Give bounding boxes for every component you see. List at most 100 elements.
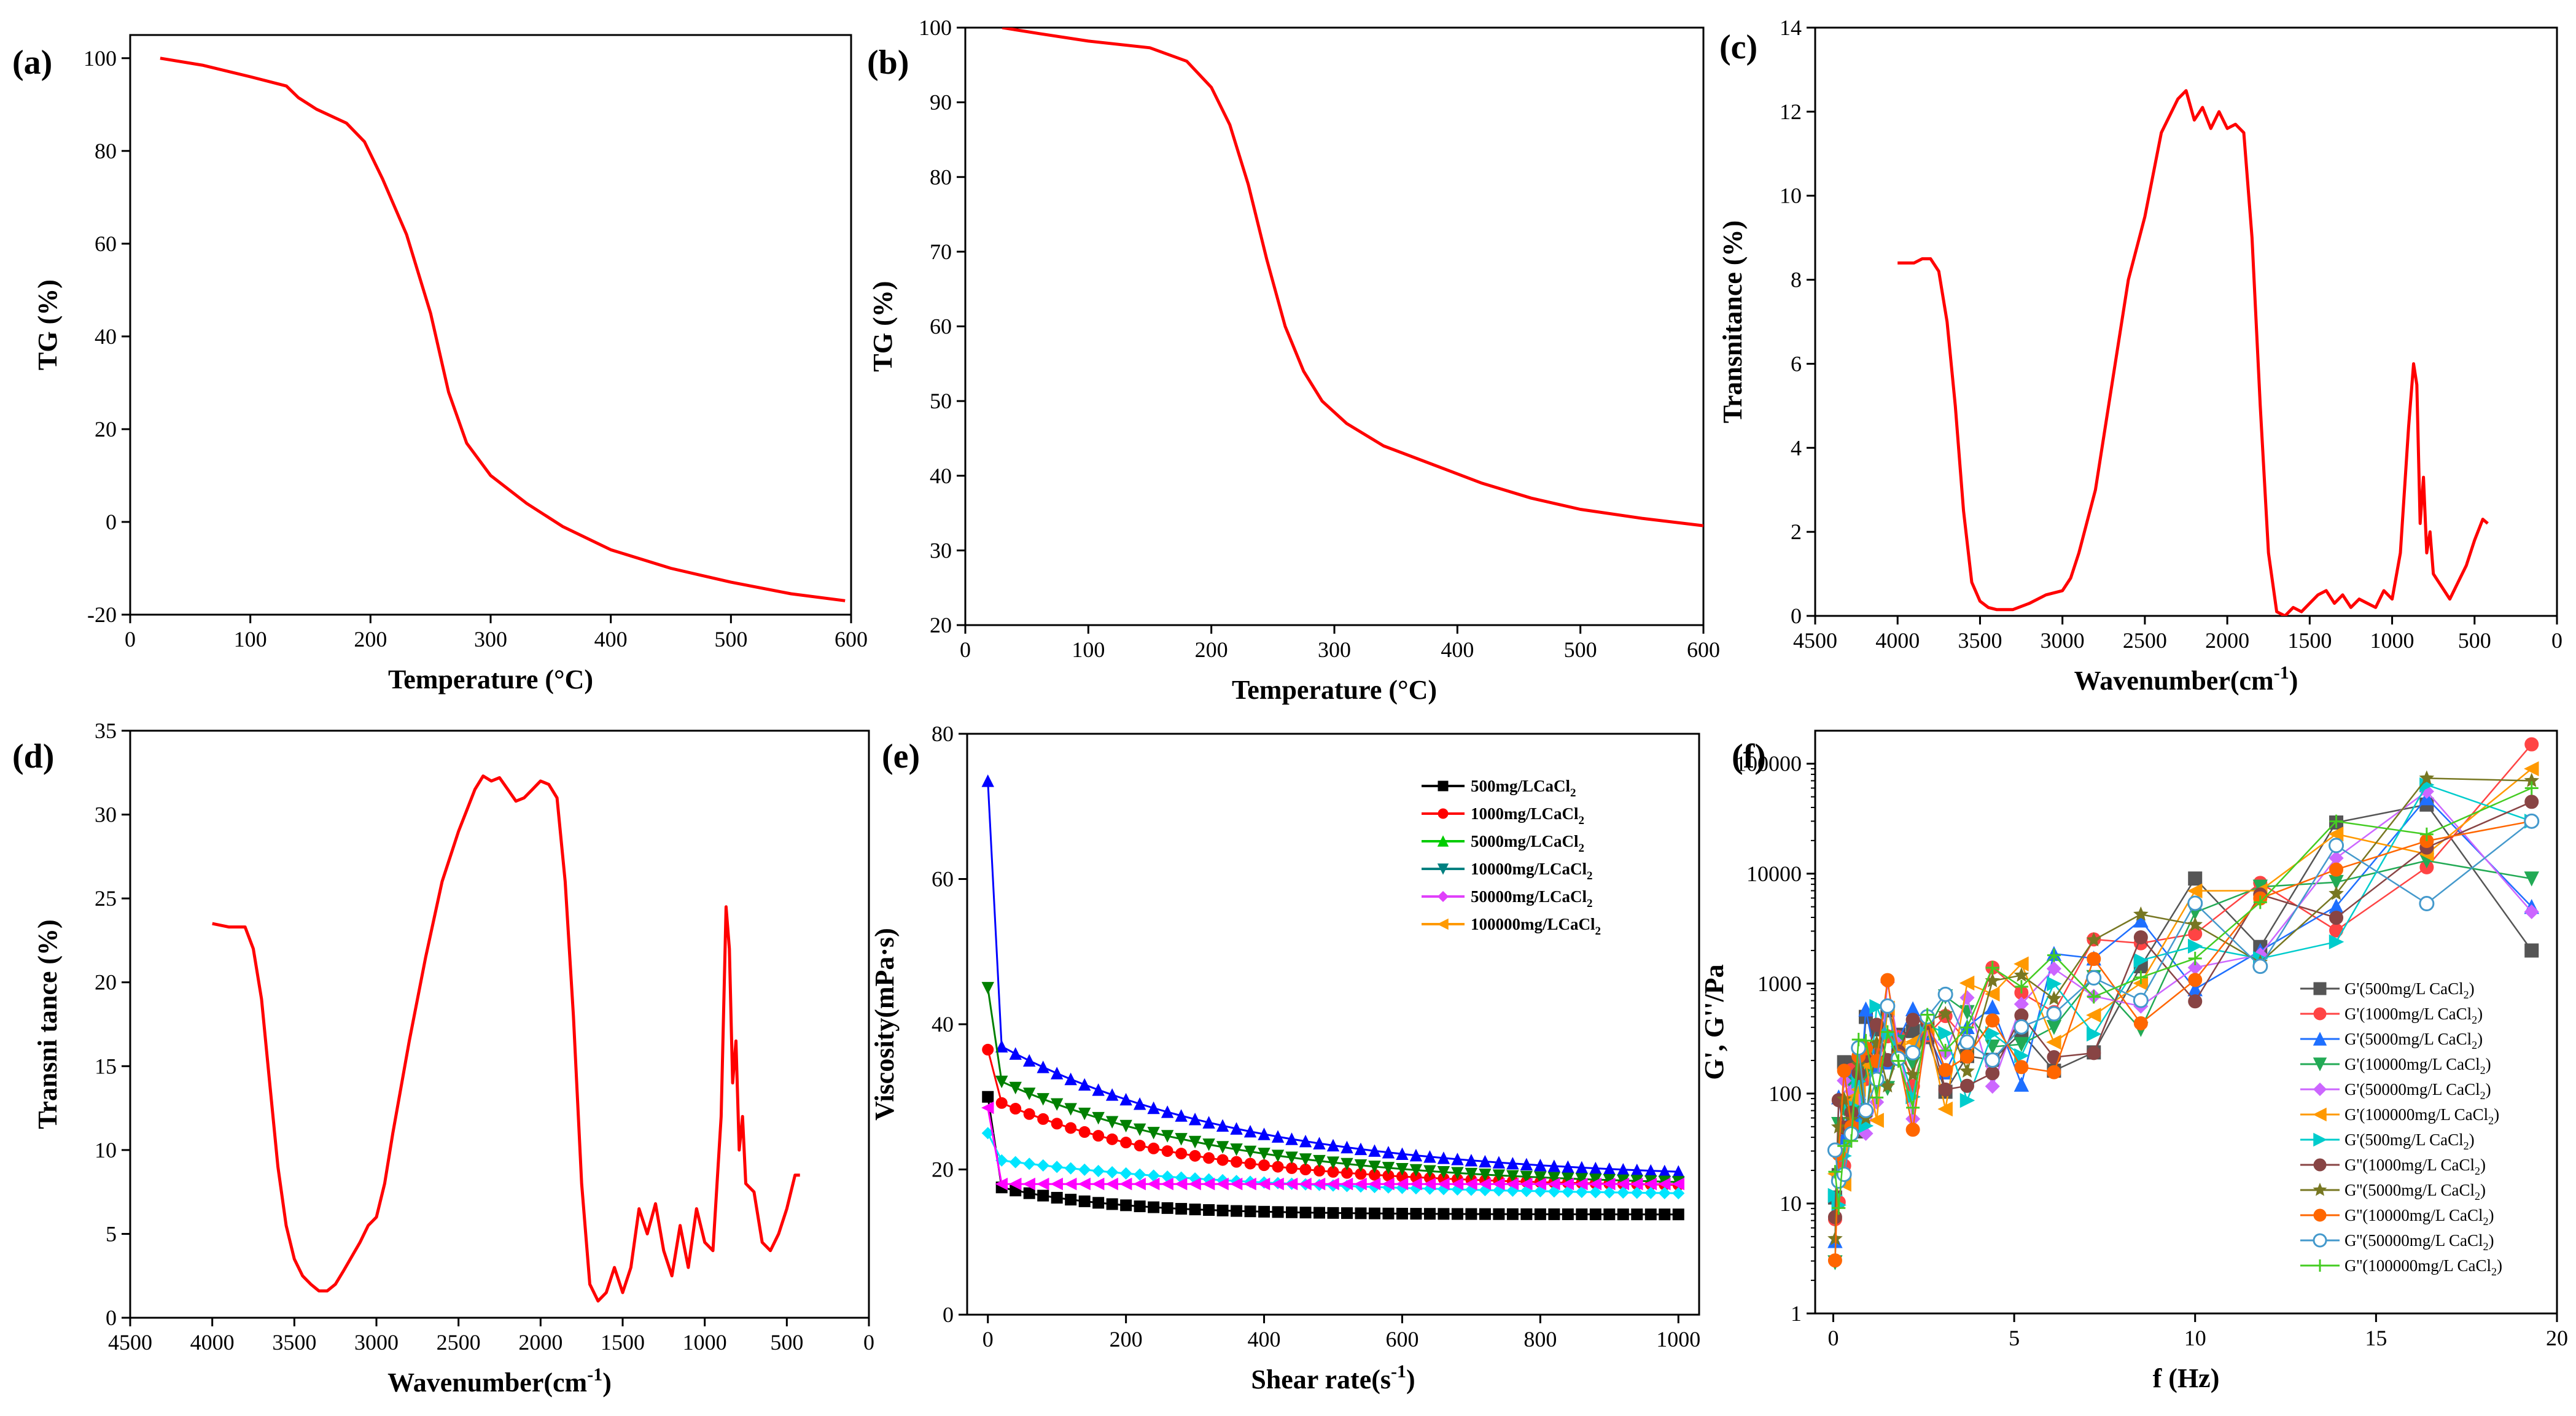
data-marker	[1037, 1060, 1049, 1073]
y-tick-label: 100000	[1735, 752, 1802, 776]
data-marker	[1368, 1161, 1381, 1173]
panel-label: (b)	[867, 44, 909, 82]
legend-sub: 2	[2480, 1089, 2486, 1102]
legend-end: )	[2477, 1030, 2483, 1048]
series-line	[1897, 89, 2489, 616]
data-marker	[1022, 1054, 1036, 1067]
data-marker	[2313, 1107, 2327, 1122]
data-marker	[1465, 1208, 1477, 1220]
x-tick-label: 800	[1523, 1327, 1557, 1352]
data-marker	[1064, 1072, 1077, 1086]
data-marker	[2313, 1158, 2327, 1172]
data-marker	[1271, 1150, 1285, 1162]
data-marker	[1313, 1137, 1326, 1150]
data-marker	[1134, 1168, 1146, 1181]
x-tick-label: 300	[474, 627, 507, 652]
panel-a: 0 100 200 300 400 500 600 -20 0 20 40 60 80 100 Temper…	[12, 34, 868, 694]
data-marker	[1105, 1177, 1118, 1191]
data-marker	[1188, 1113, 1202, 1126]
data-marker	[1299, 1207, 1312, 1219]
data-marker	[1562, 1185, 1574, 1198]
legend-sub: 2	[2480, 1064, 2486, 1076]
y-tick-label: 50	[930, 389, 952, 413]
data-marker	[1562, 1160, 1574, 1173]
data-marker	[1286, 1162, 1298, 1174]
x-tick-label: 3000	[2041, 628, 2085, 653]
y-tick-label: 80	[932, 722, 954, 746]
y-axis-label: Transni tance (%)	[33, 919, 63, 1129]
data-marker	[2329, 934, 2344, 950]
data-marker	[1229, 1177, 1243, 1191]
data-marker	[1037, 1177, 1049, 1191]
data-marker	[1175, 1109, 1188, 1122]
data-marker	[1037, 1093, 1049, 1106]
y-tick-label: 15	[95, 1054, 117, 1078]
data-marker	[1272, 1206, 1284, 1218]
data-marker	[2086, 1026, 2102, 1042]
data-marker	[1437, 918, 1449, 930]
data-marker	[1492, 1177, 1505, 1191]
panel-e: 0 200 400 600 800 1000 0 20 40 60 80 Shear rate(s-1…	[870, 722, 1700, 1395]
x-tick-label: 3500	[272, 1330, 316, 1355]
data-marker	[1837, 1064, 1851, 1078]
data-marker	[1105, 1116, 1119, 1129]
data-marker	[1175, 1148, 1188, 1160]
data-marker	[2188, 871, 2203, 886]
legend-label: G''(100000mg/L CaCl2)	[2344, 1256, 2502, 1278]
data-marker	[1506, 1208, 1519, 1220]
y-tick-label: 60	[932, 867, 954, 892]
legend-sub: 2	[2488, 1115, 2494, 1127]
data-marker	[1258, 1159, 1270, 1172]
legend-label: 10000mg/LCaCl2	[1471, 860, 1593, 882]
panel-d: 4500 4000 3500 3000 2500 2000 1500 1000 500 0 0 5 10…	[12, 718, 874, 1398]
y-tick-label: 80	[930, 165, 952, 189]
data-marker	[2047, 948, 2061, 962]
data-marker	[995, 1040, 1008, 1052]
legend-end: )	[2480, 1181, 2486, 1199]
data-marker	[2133, 930, 2148, 944]
data-marker	[1133, 1123, 1146, 1137]
data-marker	[1603, 1186, 1616, 1199]
x-tick-label: 0	[983, 1327, 994, 1352]
data-marker	[2329, 862, 2344, 877]
data-marker	[1022, 1177, 1035, 1191]
data-marker	[1395, 1177, 1409, 1191]
legend-label: G'(5000mg/L CaCl2)	[2344, 1030, 2483, 1051]
plot-area	[160, 56, 846, 602]
data-marker	[1939, 1043, 1953, 1057]
data-marker	[1465, 1154, 1478, 1167]
data-marker	[2313, 1057, 2327, 1072]
data-marker	[2419, 827, 2434, 841]
data-marker	[1174, 1177, 1188, 1191]
legend-end: )	[2488, 1206, 2494, 1224]
data-marker	[1905, 1044, 1921, 1060]
y-tick-label: 40	[95, 324, 117, 349]
y-tick-label: 10	[1780, 1191, 1802, 1216]
y-axis-label: G', G''/Pa	[1699, 964, 1729, 1080]
data-marker	[1905, 1013, 1920, 1027]
y-tick-label: 35	[95, 718, 117, 743]
data-marker	[1985, 1066, 2000, 1081]
data-marker	[1603, 1177, 1616, 1191]
data-marker	[1175, 1203, 1188, 1215]
legend-end: )	[2480, 1156, 2486, 1174]
data-marker	[1257, 1177, 1270, 1191]
y-tick-label: 10000	[1746, 862, 1802, 886]
data-marker	[1299, 1177, 1312, 1191]
x-tick-label: 2500	[2123, 628, 2167, 653]
x-tick-label: 200	[1110, 1327, 1143, 1352]
data-marker	[1533, 1177, 1547, 1191]
data-marker	[1244, 1205, 1256, 1218]
data-marker	[1828, 1165, 1842, 1179]
data-marker	[981, 982, 994, 995]
data-marker	[1450, 1177, 1464, 1191]
data-marker	[1423, 1165, 1436, 1178]
x-axis-label: Temperature (°C)	[388, 664, 593, 694]
data-marker	[1203, 1204, 1215, 1216]
legend-label: 500mg/LCaCl2	[1471, 777, 1576, 799]
data-marker	[2014, 967, 2029, 982]
x-tick-label: 4000	[1875, 628, 1920, 653]
data-marker	[1575, 1173, 1589, 1186]
legend-label: G''(50000mg/L CaCl2)	[2344, 1231, 2494, 1253]
data-marker	[1312, 1177, 1326, 1191]
